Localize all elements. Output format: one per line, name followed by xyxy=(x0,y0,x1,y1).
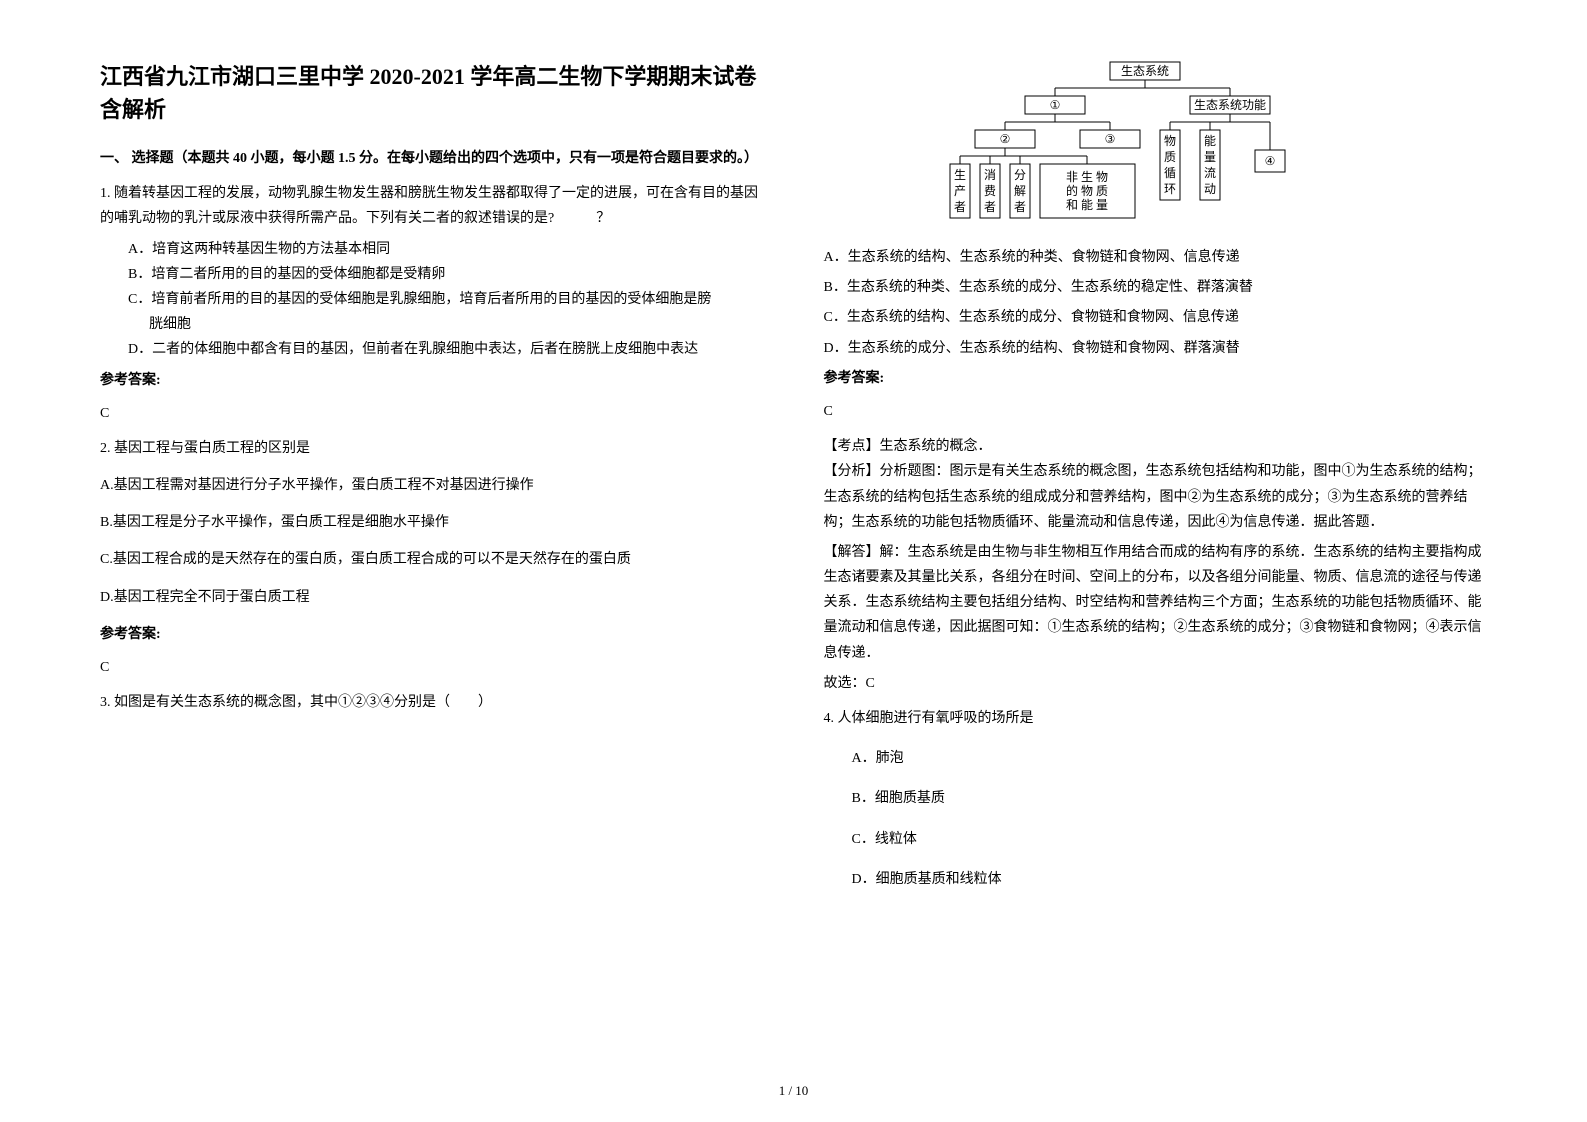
svg-text:和 能 量: 和 能 量 xyxy=(1066,198,1108,212)
q3-option-d: D．生态系统的成分、生态系统的结构、食物链和食物网、群落演替 xyxy=(824,336,1488,361)
svg-text:流: 流 xyxy=(1204,166,1216,180)
q4-option-b: B．细胞质基质 xyxy=(852,786,1488,811)
svg-text:解: 解 xyxy=(1014,184,1026,198)
q4-option-d: D．细胞质基质和线粒体 xyxy=(852,867,1488,892)
svg-text:分: 分 xyxy=(1014,168,1026,182)
q3-answer: C xyxy=(824,399,1488,424)
jieda-label: 【解答】 xyxy=(824,545,880,560)
section-1-title: 一、 选择题（本题共 40 小题，每小题 1.5 分。在每小题给出的四个选项中，… xyxy=(100,146,764,171)
svg-text:物: 物 xyxy=(1164,134,1176,148)
svg-text:生态系统: 生态系统 xyxy=(1121,64,1169,78)
q1-answer-label: 参考答案: xyxy=(100,368,764,393)
q3-fenxi: 【分析】分析题图：图示是有关生态系统的概念图，生态系统包括结构和功能，图中①为生… xyxy=(824,459,1488,535)
q2-answer: C xyxy=(100,655,764,680)
diagram-container: 生态系统 ① 生态系统功能 xyxy=(824,60,1488,230)
svg-text:消: 消 xyxy=(984,168,996,182)
svg-text:非 生 物: 非 生 物 xyxy=(1066,170,1108,184)
q3-option-b: B．生态系统的种类、生态系统的成分、生态系统的稳定性、群落演替 xyxy=(824,275,1488,300)
fenxi-label: 【分析】 xyxy=(824,464,880,479)
kaodian-text: 生态系统的概念． xyxy=(880,439,992,454)
left-column: 江西省九江市湖口三里中学 2020-2021 学年高二生物下学期期末试卷含解析 … xyxy=(100,60,764,892)
svg-text:循: 循 xyxy=(1164,166,1176,180)
q2-option-b: B.基因工程是分子水平操作，蛋白质工程是细胞水平操作 xyxy=(100,510,764,535)
q1-option-d: D．二者的体细胞中都含有目的基因，但前者在乳腺细胞中表达，后者在膀胱上皮细胞中表… xyxy=(128,337,764,362)
q1-option-b: B．培育二者所用的目的基因的受体细胞都是受精卵 xyxy=(128,262,764,287)
q4-option-a: A．肺泡 xyxy=(852,746,1488,771)
q3-guxuan: 故选：C xyxy=(824,671,1488,696)
svg-text:量: 量 xyxy=(1204,150,1216,164)
svg-text:产: 产 xyxy=(954,184,966,198)
q3-kaodian: 【考点】生态系统的概念． xyxy=(824,434,1488,459)
q2-answer-label: 参考答案: xyxy=(100,622,764,647)
page-number: 1 / 10 xyxy=(779,1079,809,1102)
svg-text:④: ④ xyxy=(1265,154,1276,168)
svg-text:能: 能 xyxy=(1204,134,1216,148)
svg-text:费: 费 xyxy=(984,184,996,198)
q3-options: A．生态系统的结构、生态系统的种类、食物链和食物网、信息传递 B．生态系统的种类… xyxy=(824,245,1488,361)
q3-option-c: C．生态系统的结构、生态系统的成分、食物链和食物网、信息传递 xyxy=(824,305,1488,330)
svg-text:动: 动 xyxy=(1204,182,1216,196)
svg-text:者: 者 xyxy=(984,200,996,214)
q2-stem: 2. 基因工程与蛋白质工程的区别是 xyxy=(100,436,764,461)
svg-text:者: 者 xyxy=(954,200,966,214)
q4-option-c: C．线粒体 xyxy=(852,827,1488,852)
q1-stem: 1. 随着转基因工程的发展，动物乳腺生物发生器和膀胱生物发生器都取得了一定的进展… xyxy=(100,181,764,231)
q3-jieda: 【解答】解：生态系统是由生物与非生物相互作用结合而成的结构有序的系统．生态系统的… xyxy=(824,540,1488,666)
q2-option-d: D.基因工程完全不同于蛋白质工程 xyxy=(100,585,764,610)
svg-text:的 物 质: 的 物 质 xyxy=(1066,183,1108,198)
q3-option-a: A．生态系统的结构、生态系统的种类、食物链和食物网、信息传递 xyxy=(824,245,1488,270)
svg-text:③: ③ xyxy=(1105,132,1116,146)
q1-option-c-cont: 胱细胞 xyxy=(149,312,764,337)
q2-option-c: C.基因工程合成的是天然存在的蛋白质，蛋白质工程合成的可以不是天然存在的蛋白质 xyxy=(100,547,764,572)
ecosystem-diagram: 生态系统 ① 生态系统功能 xyxy=(945,60,1365,230)
svg-text:生态系统功能: 生态系统功能 xyxy=(1194,98,1266,112)
svg-text:者: 者 xyxy=(1014,200,1026,214)
svg-text:生: 生 xyxy=(954,168,966,182)
q1-option-c: C．培育前者所用的目的基因的受体细胞是乳腺细胞，培育后者所用的目的基因的受体细胞… xyxy=(128,287,764,312)
page-title: 江西省九江市湖口三里中学 2020-2021 学年高二生物下学期期末试卷含解析 xyxy=(100,60,764,126)
jieda-text: 解：生态系统是由生物与非生物相互作用结合而成的结构有序的系统．生态系统的结构主要… xyxy=(824,545,1482,661)
q3-stem: 3. 如图是有关生态系统的概念图，其中①②③④分别是（ ） xyxy=(100,690,764,715)
svg-text:环: 环 xyxy=(1164,182,1176,196)
svg-text:①: ① xyxy=(1050,98,1061,112)
svg-text:②: ② xyxy=(1000,132,1011,146)
q1-option-a: A．培育这两种转基因生物的方法基本相同 xyxy=(128,237,764,262)
q2-option-a: A.基因工程需对基因进行分子水平操作，蛋白质工程不对基因进行操作 xyxy=(100,473,764,498)
page-container: 江西省九江市湖口三里中学 2020-2021 学年高二生物下学期期末试卷含解析 … xyxy=(100,60,1487,892)
q4-stem: 4. 人体细胞进行有氧呼吸的场所是 xyxy=(824,706,1488,731)
svg-text:质: 质 xyxy=(1164,150,1176,164)
right-column: 生态系统 ① 生态系统功能 xyxy=(824,60,1488,892)
kaodian-label: 【考点】 xyxy=(824,439,880,454)
q1-answer: C xyxy=(100,401,764,426)
q3-answer-label: 参考答案: xyxy=(824,366,1488,391)
fenxi-text: 分析题图：图示是有关生态系统的概念图，生态系统包括结构和功能，图中①为生态系统的… xyxy=(824,464,1482,529)
